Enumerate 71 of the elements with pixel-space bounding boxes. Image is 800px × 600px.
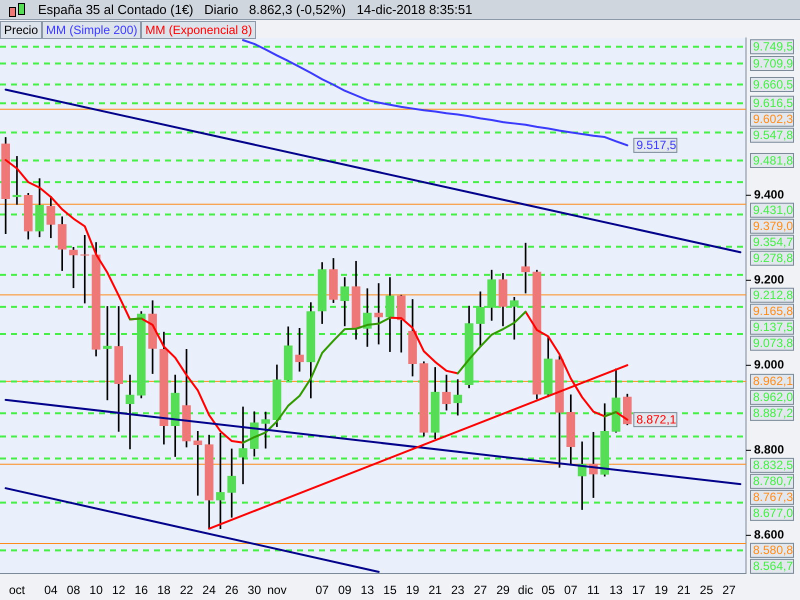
- x-tick-label: 30: [248, 583, 262, 598]
- x-tick-label: 11: [587, 583, 600, 598]
- ref-line-label: 8.564,7: [753, 559, 794, 574]
- text: MM (Exponencial 8): [141, 21, 256, 39]
- ref-line-label: 9.073,8: [753, 336, 794, 350]
- candlestick: [69, 246, 78, 288]
- y-tick-label: 9.400: [754, 188, 784, 202]
- x-tick-label: 21: [428, 583, 442, 598]
- ref-line-label: 9.616,5: [753, 96, 794, 110]
- ref-line-label: 8.767,3: [753, 490, 794, 504]
- ref-line-label: 9.481,8: [753, 153, 794, 168]
- candlestick: [12, 156, 22, 205]
- candlestick: [126, 374, 134, 450]
- ref-line-label: 9.431,0: [753, 203, 794, 218]
- ref-line-label: 9.165,8: [753, 304, 794, 318]
- ref-line-label: 9.137,5: [753, 320, 794, 334]
- x-tick-label: nov: [267, 583, 287, 598]
- x-tick-label: 21: [677, 583, 691, 598]
- x-tick-label: 07: [315, 583, 330, 598]
- x-tick-label: 25: [700, 583, 714, 598]
- x-tick-label: 22: [180, 583, 194, 598]
- x-tick-label: 15: [383, 583, 397, 598]
- x-tick-label: 08: [66, 583, 80, 598]
- x-tick-label: 24: [202, 583, 216, 598]
- x-tick-label: 07: [564, 583, 578, 598]
- ref-line-label: 9.660,5: [753, 77, 794, 92]
- ref-line-label: 8.677,0: [753, 506, 794, 520]
- x-tick-label: 23: [451, 583, 465, 598]
- text: MM (Simple 200): [42, 21, 142, 39]
- x-tick-label: 18: [157, 583, 171, 598]
- x-tick-label: 13: [609, 583, 624, 598]
- candlestick: [238, 406, 248, 484]
- x-tick-label: oct: [8, 583, 26, 598]
- ref-line-label: 8.780,7: [753, 474, 794, 488]
- x-tick-label: 19: [654, 583, 668, 598]
- ref-line-label: 9.278,8: [753, 251, 794, 266]
- ref-line-label: 8.580,8: [753, 543, 794, 558]
- x-tick-label: 26: [225, 583, 239, 598]
- chart-title: España 35 al Contado (1€) Diario 8.862,3 (-0,52%) 14-dic-2018 8:35:51: [38, 1, 472, 19]
- ref-line-label: 9.547,8: [753, 128, 794, 142]
- ref-line-label: 9.212,8: [753, 288, 794, 302]
- ref-line-label: 9.602,3: [753, 112, 794, 126]
- ref-line-label: 9.379,0: [753, 219, 794, 234]
- ref-line-label: 8.962,1: [753, 374, 794, 388]
- x-tick-label: dic: [518, 583, 534, 598]
- x-tick-label: 09: [338, 583, 352, 598]
- x-tick-label: 05: [542, 583, 556, 598]
- x-tick-label: 12: [112, 583, 126, 598]
- x-tick-label: 29: [496, 583, 510, 598]
- ref-line-label: 8.887,2: [753, 406, 794, 420]
- y-tick-label: 8.600: [754, 528, 784, 542]
- y-tick-label: 8.800: [754, 442, 784, 457]
- candlestick: [295, 328, 304, 372]
- x-tick-label: 19: [406, 583, 420, 598]
- ref-line-label: 8.962,0: [753, 390, 794, 404]
- legend-label: Precio: [0, 21, 42, 39]
- x-tick-label: 27: [474, 583, 488, 598]
- x-tick-label: 17: [632, 583, 646, 598]
- data-label: 9.517,5: [636, 138, 677, 152]
- ref-line-label: 8.832,5: [753, 458, 794, 472]
- ref-line-label: 9.354,7: [753, 235, 794, 250]
- ref-line-label: 9.709,9: [753, 56, 794, 70]
- y-tick-label: 9.000: [754, 358, 784, 372]
- ref-line-label: 9.749,5: [753, 40, 794, 54]
- x-tick-label: 16: [134, 583, 148, 598]
- x-tick-label: 10: [89, 583, 104, 598]
- data-label: 8.872,1: [636, 412, 677, 426]
- x-tick-label: 13: [360, 583, 374, 598]
- x-tick-label: 04: [44, 583, 58, 598]
- x-tick-label: 27: [722, 583, 736, 598]
- y-tick-label: 9.200: [754, 272, 784, 287]
